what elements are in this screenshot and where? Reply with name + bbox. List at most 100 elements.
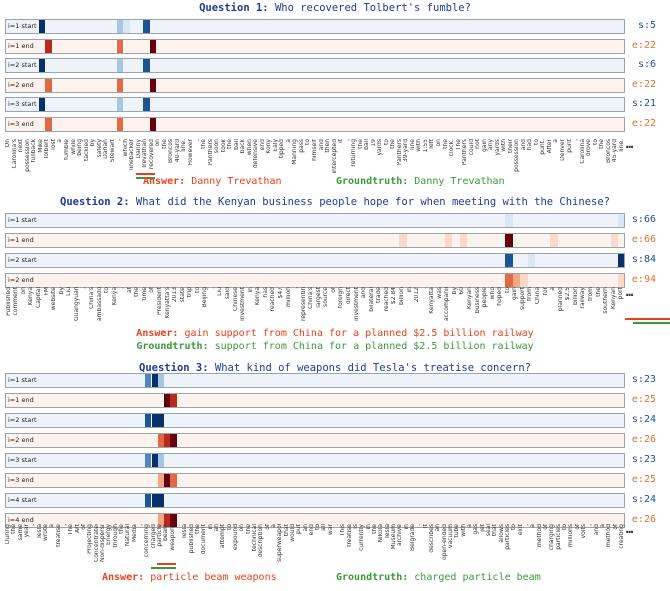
row-label: i=2 end [8, 80, 34, 89]
attention-cell [145, 374, 152, 387]
heatmap-row-end: i=1 end [5, 38, 625, 54]
token-label: then [325, 139, 332, 153]
row-score: e:25 [631, 394, 656, 405]
token-label: on [155, 139, 162, 147]
token-label: which [122, 139, 129, 157]
token-label: left [429, 139, 436, 149]
token-label: to [561, 524, 568, 531]
attention-cell [116, 98, 124, 111]
groundtruth-answer: Groundtruth: Danny Trevathan [336, 176, 505, 187]
token-label: defensive [253, 139, 260, 169]
attention-cell [157, 494, 165, 507]
question-title: Question 3: What kind of weapons did Tes… [0, 362, 670, 374]
row-score: s:84 [631, 254, 656, 265]
token-label: comment [13, 287, 20, 316]
groundtruth-label: Groundtruth: [136, 341, 209, 352]
token-label: fumble [64, 139, 70, 160]
row-score: s:6 [637, 59, 656, 70]
attention-cell [505, 274, 513, 287]
token-label: reached [270, 287, 277, 312]
attention-cell [151, 374, 158, 387]
token-label: on [436, 139, 442, 147]
token-label: expound [232, 524, 239, 551]
token-label: $2.84 [391, 287, 398, 305]
token-label: could [468, 139, 475, 156]
token-label: with [460, 524, 467, 537]
token-label: the [201, 139, 208, 149]
attention-cell [145, 494, 152, 507]
attention-cell [38, 59, 46, 72]
row-label: i=2 end [8, 276, 34, 284]
token-label: when [246, 139, 253, 156]
token-label: in [403, 524, 410, 530]
heatmap-row-start: i=1 start [5, 19, 625, 34]
token-label: all [321, 524, 328, 532]
token-label: from [527, 287, 534, 301]
attention-cell [505, 254, 513, 267]
token-label: from [587, 287, 594, 301]
heatmap-row-start: i=1 start [5, 373, 625, 388]
token-label: 19 [370, 139, 377, 147]
token-label: would [289, 524, 296, 542]
attention-cell [618, 274, 624, 287]
question-text: Who recovered Tolbert's fumble? [274, 2, 471, 14]
token-label: hoped [497, 287, 504, 306]
token-label: particles [555, 524, 562, 550]
token-label: clock. [449, 139, 456, 157]
token-label: , [81, 287, 88, 289]
token-label: Capital [36, 287, 43, 309]
token-label: million [285, 287, 292, 307]
token-label: drove [586, 139, 593, 157]
attention-cell [157, 434, 165, 447]
attention-cell [610, 234, 619, 247]
token-label: the [227, 139, 234, 149]
groundtruth-answer: Groundtruth: support from China for a pl… [0, 341, 670, 352]
token-label: on [239, 524, 246, 532]
heatmap-row-end: i=2 end [5, 433, 625, 448]
row-score: s:23 [631, 454, 656, 465]
token-label: billion [572, 287, 579, 305]
token-label: an [302, 524, 309, 532]
token-label: an [435, 524, 442, 532]
token-label: planned [557, 287, 564, 312]
token-label: technical [251, 524, 258, 552]
heatmap-row-start: i=2 start [5, 253, 625, 268]
token-label: document [201, 524, 208, 555]
token-label: , [30, 524, 37, 526]
token-label: a [599, 524, 606, 528]
heatmap-row-start: i=1 start [5, 213, 625, 228]
row-label: i=2 start [8, 256, 37, 264]
token-label: was [436, 287, 443, 299]
groundtruth-underline [135, 177, 156, 179]
row-score: s:21 [631, 98, 656, 109]
attention-cell [116, 20, 124, 33]
token-label: to [305, 139, 312, 146]
row-label: i=3 start [8, 100, 37, 108]
token-label: allows [498, 524, 505, 543]
token-label: , [293, 287, 300, 289]
token-label: took [220, 139, 227, 153]
token-label: creating [618, 524, 625, 549]
token-label: the [390, 139, 397, 149]
token-label: Broncos [605, 139, 612, 164]
token-label: source [323, 287, 330, 307]
attention-cell [151, 494, 158, 507]
groundtruth-label: Groundtruth: [336, 176, 409, 187]
token-label: possession [514, 139, 521, 172]
token-label: Kenyan [467, 287, 473, 310]
attention-cell [151, 454, 158, 467]
token-label: Published [5, 287, 12, 316]
token-label: , [116, 139, 123, 141]
token-label: Kenya [28, 287, 35, 306]
token-label: This [340, 524, 347, 537]
row-label: i=3 start [8, 456, 37, 464]
token-label: gas [473, 524, 480, 535]
token-label: Manning [292, 139, 299, 165]
row-score: e:26 [631, 514, 656, 525]
predicted-answer: Answer: particle beam weapons [102, 572, 277, 583]
token-label: Darian [103, 139, 110, 159]
row-label: i=4 end [8, 516, 34, 524]
attention-cell [143, 98, 150, 111]
token-label: the [595, 287, 602, 297]
token-label: Kenya [111, 287, 118, 306]
